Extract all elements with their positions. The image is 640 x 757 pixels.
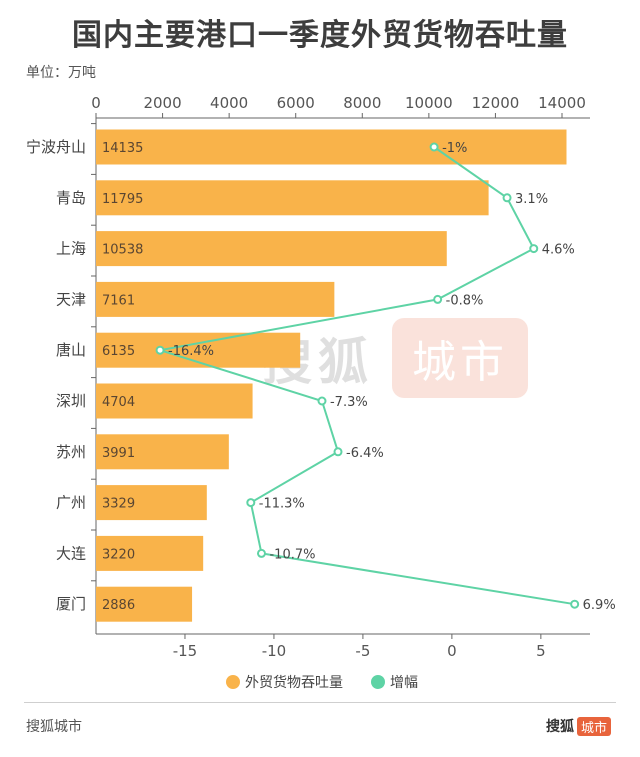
growth-line: -1% 3.1% 4.6% -0.8% -16.4% -7.3% -6.4% -11.3% -1… bbox=[155, 141, 616, 613]
growth-point bbox=[256, 548, 266, 558]
bar-value-label: 4704 bbox=[102, 395, 135, 410]
legend-marker-bar bbox=[226, 675, 240, 689]
bar bbox=[96, 281, 335, 317]
bar bbox=[96, 586, 193, 622]
growth-point bbox=[570, 599, 580, 609]
growth-point bbox=[333, 447, 343, 457]
legend: 外贸货物吞吐量 增幅 bbox=[226, 674, 418, 691]
bar-value-label: 6135 bbox=[102, 344, 135, 359]
bar bbox=[96, 434, 229, 470]
top-axis-tick-label: 4000 bbox=[210, 94, 248, 112]
growth-value-label: -11.3% bbox=[259, 497, 305, 512]
footer-logo-main: 搜狐 bbox=[546, 719, 574, 735]
growth-value-label: -16.4% bbox=[168, 344, 214, 359]
growth-point bbox=[317, 396, 327, 406]
bottom-axis-tick-label: -5 bbox=[355, 642, 370, 660]
growth-point bbox=[246, 498, 256, 508]
bar bbox=[96, 180, 489, 216]
growth-value-label: 4.6% bbox=[542, 243, 575, 258]
category-label: 天津 bbox=[56, 290, 86, 308]
bar-value-label: 11795 bbox=[102, 192, 143, 207]
category-label: 苏州 bbox=[56, 443, 86, 461]
bar-value-label: 10538 bbox=[102, 243, 143, 258]
bar-value-label: 3220 bbox=[102, 547, 135, 562]
category-label: 广州 bbox=[56, 494, 86, 512]
bar bbox=[96, 485, 207, 521]
footer-brand: 搜狐城市 bbox=[26, 719, 82, 735]
category-label: 青岛 bbox=[56, 189, 86, 207]
growth-value-label: 3.1% bbox=[515, 192, 548, 207]
growth-point bbox=[529, 244, 539, 254]
growth-value-label: -0.8% bbox=[446, 293, 484, 308]
category-label: 厦门 bbox=[56, 595, 86, 613]
category-label: 唐山 bbox=[56, 341, 86, 359]
bar-value-label: 7161 bbox=[102, 293, 135, 308]
bar-value-label: 14135 bbox=[102, 141, 143, 156]
legend-label-bar: 外贸货物吞吐量 bbox=[245, 674, 343, 691]
footer-divider bbox=[24, 702, 616, 703]
top-axis-tick-label: 2000 bbox=[143, 94, 181, 112]
growth-line-path bbox=[159, 146, 575, 606]
category-label: 深圳 bbox=[56, 392, 86, 410]
bar-line-chart: 0 2000 4000 6000 8000 10000 12000 14000 -15 -10-… bbox=[26, 94, 616, 691]
growth-value-label: -6.4% bbox=[346, 446, 384, 461]
bar bbox=[96, 535, 204, 571]
bar-value-label: 3329 bbox=[102, 497, 135, 512]
top-axis-tick-label: 0 bbox=[91, 94, 101, 112]
bottom-axis-tick-label: 5 bbox=[536, 642, 546, 660]
top-axis: 0 2000 4000 6000 8000 10000 12000 14000 bbox=[91, 94, 590, 119]
bottom-axis-tick-label: 0 bbox=[447, 642, 457, 660]
bar bbox=[96, 129, 567, 165]
growth-value-label: -7.3% bbox=[330, 395, 368, 410]
growth-point bbox=[502, 193, 512, 203]
top-axis-tick-label: 10000 bbox=[405, 94, 453, 112]
bottom-axis: -15 -10 -5 0 5 bbox=[96, 633, 590, 660]
growth-value-label: -1% bbox=[442, 141, 467, 156]
bar bbox=[96, 383, 253, 419]
bar-value-label: 3991 bbox=[102, 446, 135, 461]
bar-value-label: 2886 bbox=[102, 598, 135, 613]
top-axis-tick-label: 6000 bbox=[277, 94, 315, 112]
legend-marker-line bbox=[371, 675, 385, 689]
footer-logo: 搜狐 城市 bbox=[546, 716, 612, 736]
legend-label-line: 增幅 bbox=[390, 675, 418, 691]
top-axis-tick-label: 8000 bbox=[343, 94, 381, 112]
top-axis-tick-label: 14000 bbox=[538, 94, 586, 112]
unit-label: 单位：万吨 bbox=[26, 65, 96, 81]
bottom-axis-tick-label: -15 bbox=[173, 642, 198, 660]
bars: 14135 11795 10538 7161 6135 4704 3991 3329 3220 2… bbox=[96, 129, 567, 622]
category-label: 宁波舟山 bbox=[26, 138, 86, 156]
category-label: 上海 bbox=[56, 240, 86, 258]
category-label: 大连 bbox=[56, 544, 86, 562]
top-axis-tick-label: 12000 bbox=[472, 94, 520, 112]
bottom-axis-tick-label: -10 bbox=[262, 642, 287, 660]
growth-value-label: -10.7% bbox=[269, 547, 315, 562]
footer-logo-tag: 城市 bbox=[577, 716, 612, 736]
growth-point bbox=[429, 142, 439, 152]
chart-title: 国内主要港口一季度外贸货物吞吐量 bbox=[72, 18, 568, 53]
growth-value-label: 6.9% bbox=[583, 598, 616, 613]
growth-point bbox=[155, 345, 165, 355]
growth-point bbox=[433, 294, 443, 304]
bar bbox=[96, 231, 447, 267]
